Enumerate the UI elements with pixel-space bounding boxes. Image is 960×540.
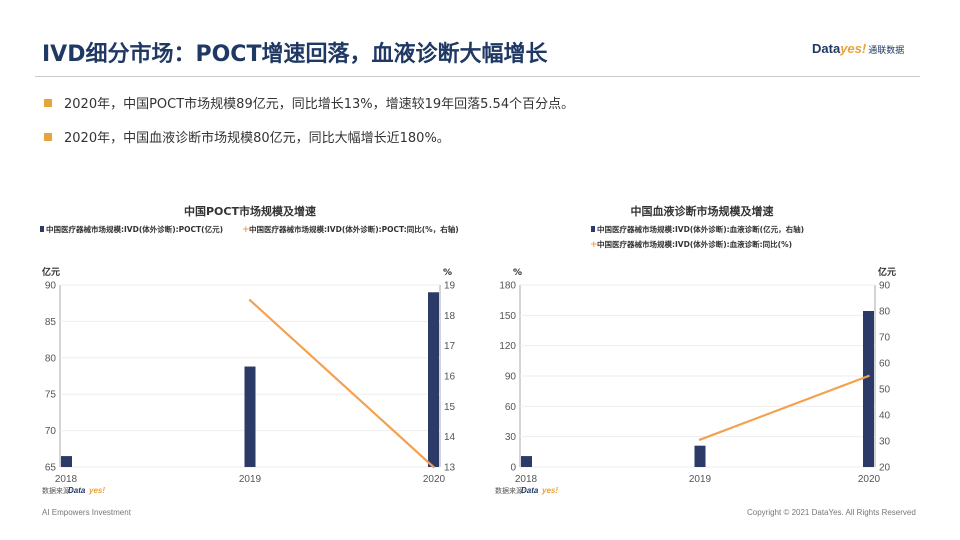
right-tick-label: 17: [444, 341, 456, 352]
footer-tagline: AI Empowers Investment: [42, 508, 131, 517]
left-axis-unit: %: [513, 268, 522, 278]
logo-accent: yes!: [840, 41, 867, 56]
source-brand-accent: yes!: [88, 486, 105, 495]
right-tick-label: 60: [879, 359, 891, 370]
chart-svg: 中国血液诊断市场规模及增速中国医疗器械市场规模:IVD(体外诊断):血液诊断(亿…: [495, 204, 896, 495]
poct-chart: 中国POCT市场规模及增速中国医疗器械市场规模:IVD(体外诊断):POCT(亿…: [30, 195, 470, 500]
logo-cn: 通联数据: [868, 46, 905, 56]
left-tick-label: 80: [45, 353, 57, 364]
bullet-item: 2020年，中国血液诊断市场规模80亿元，同比大幅增长近180%。: [44, 127, 450, 146]
left-tick-label: 70: [45, 426, 57, 437]
bar: [428, 292, 439, 467]
bar: [863, 311, 874, 467]
right-tick-label: 16: [444, 372, 456, 383]
bullet-text: 2020年，中国血液诊断市场规模80亿元，同比大幅增长近180%。: [64, 131, 450, 146]
x-tick-label: 2018: [515, 474, 538, 485]
left-tick-label: 0: [510, 463, 516, 474]
chart-svg: 中国POCT市场规模及增速中国医疗器械市场规模:IVD(体外诊断):POCT(亿…: [40, 204, 459, 495]
bullet-square-icon: [44, 98, 52, 107]
bullet-square-icon: [44, 132, 52, 141]
right-tick-label: 19: [444, 281, 456, 292]
logo-main: Data: [812, 41, 841, 56]
growth-line: [249, 299, 435, 468]
right-axis-unit: 亿元: [878, 266, 896, 278]
bullet-item: 2020年，中国POCT市场规模89亿元，同比增长13%，增速较19年回落5.5…: [44, 93, 574, 112]
legend-label: 中国医疗器械市场规模:IVD(体外诊断):POCT(亿元): [46, 224, 223, 234]
right-tick-label: 90: [879, 281, 891, 292]
source-label: 数据来源:: [42, 486, 72, 495]
chart-title: 中国血液诊断市场规模及增速: [631, 204, 774, 218]
line-point: [867, 374, 870, 378]
right-tick-label: 15: [444, 402, 456, 413]
left-tick-label: 65: [45, 463, 57, 474]
bar: [61, 456, 72, 467]
source-brand-accent: yes!: [541, 486, 558, 495]
bullet-text: 2020年，中国POCT市场规模89亿元，同比增长13%，增速较19年回落5.5…: [64, 97, 575, 112]
right-axis-unit: %: [443, 268, 452, 278]
legend-line-swatch: +: [590, 240, 598, 250]
left-axis-unit: 亿元: [42, 266, 60, 278]
left-tick-label: 60: [505, 402, 517, 413]
bar: [694, 445, 706, 467]
left-tick-label: 85: [45, 317, 57, 328]
line-point: [248, 298, 252, 302]
right-tick-label: 70: [879, 333, 891, 344]
legend-line-swatch: +: [242, 225, 250, 235]
brand-logo: Datayes! 通联数据: [812, 41, 904, 56]
legend-label: 中国医疗器械市场规模:IVD(体外诊断):血液诊断:同比(%): [597, 239, 792, 249]
left-tick-label: 120: [499, 341, 516, 352]
page-title: IVD细分市场：POCT增速回落，血液诊断大幅增长: [42, 42, 548, 67]
legend-bar-swatch: [40, 226, 44, 232]
right-tick-label: 18: [444, 311, 456, 322]
line-point: [698, 438, 702, 441]
line-point: [432, 465, 435, 469]
x-tick-label: 2018: [55, 474, 78, 485]
footer-copyright: Copyright © 2021 DataYes. All Rights Res…: [747, 508, 916, 517]
x-tick-label: 2019: [239, 474, 262, 485]
title-divider: [35, 76, 920, 77]
legend-label: 中国医疗器械市场规模:IVD(体外诊断):POCT:同比(%，右轴): [249, 224, 459, 234]
source-label: 数据来源:: [495, 486, 525, 495]
legend-label: 中国医疗器械市场规模:IVD(体外诊断):血液诊断(亿元，右轴): [597, 224, 804, 234]
right-tick-label: 80: [879, 307, 891, 318]
left-tick-label: 30: [505, 432, 517, 443]
right-tick-label: 13: [444, 463, 456, 474]
left-tick-label: 150: [499, 311, 516, 322]
left-tick-label: 180: [499, 281, 516, 292]
bar: [521, 456, 532, 467]
x-tick-label: 2020: [858, 474, 881, 485]
left-tick-label: 90: [45, 281, 57, 292]
right-tick-label: 40: [879, 411, 891, 422]
blood-diagnosis-chart: 中国血液诊断市场规模及增速中国医疗器械市场规模:IVD(体外诊断):血液诊断(亿…: [487, 195, 917, 500]
left-tick-label: 75: [45, 390, 57, 401]
right-tick-label: 20: [879, 463, 891, 474]
source-brand: Data: [521, 486, 539, 495]
right-tick-label: 30: [879, 437, 891, 448]
bar: [244, 366, 256, 467]
chart-title: 中国POCT市场规模及增速: [184, 204, 316, 218]
growth-line: [699, 374, 869, 441]
left-tick-label: 90: [505, 372, 517, 383]
x-tick-label: 2020: [423, 474, 446, 485]
x-tick-label: 2019: [689, 474, 712, 485]
source-brand: Data: [68, 486, 86, 495]
legend-bar-swatch: [591, 226, 595, 232]
right-tick-label: 14: [444, 432, 456, 443]
right-tick-label: 50: [879, 385, 891, 396]
